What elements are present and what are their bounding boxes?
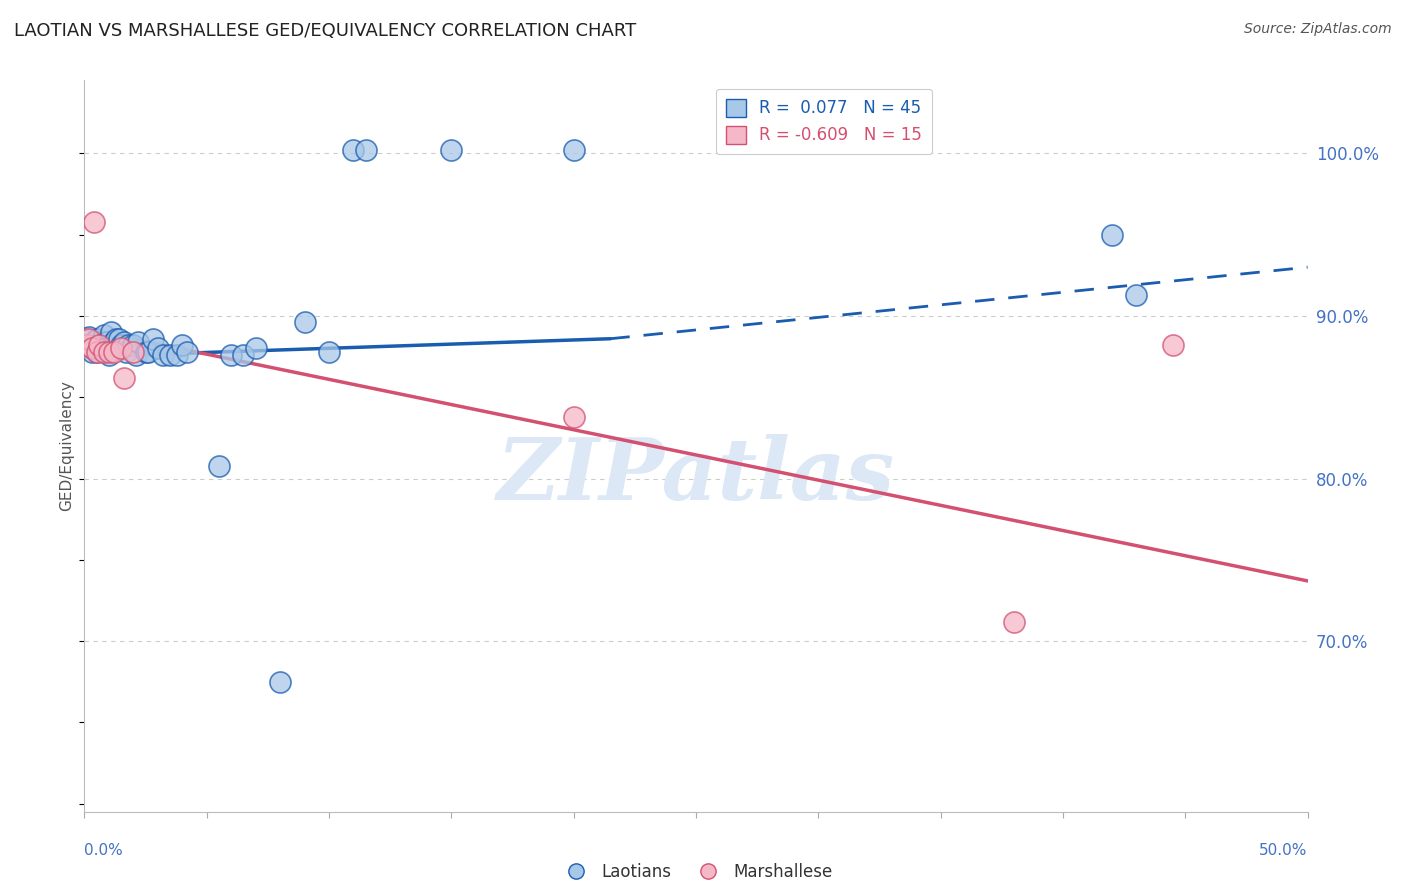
Point — [112, 334, 135, 349]
Legend: Laotians, Marshallese: Laotians, Marshallese — [553, 856, 839, 888]
Point — [232, 348, 254, 362]
Point — [1161, 338, 1184, 352]
Point — [103, 334, 125, 349]
Point — [86, 344, 108, 359]
Point — [110, 342, 132, 356]
Text: ZIPatlas: ZIPatlas — [496, 434, 896, 517]
Point — [135, 344, 157, 359]
Point — [80, 344, 103, 359]
Point — [159, 348, 181, 362]
Point — [80, 342, 103, 356]
Point — [245, 342, 267, 356]
Point — [96, 334, 118, 349]
Text: LAOTIAN VS MARSHALLESE GED/EQUIVALENCY CORRELATION CHART: LAOTIAN VS MARSHALLESE GED/EQUIVALENCY C… — [14, 22, 637, 40]
Point — [83, 334, 105, 349]
Point — [87, 338, 110, 352]
Point — [110, 338, 132, 352]
Point — [440, 143, 463, 157]
Point — [86, 332, 108, 346]
Point — [342, 143, 364, 157]
Point — [117, 338, 139, 352]
Point — [294, 316, 316, 330]
Point — [83, 215, 105, 229]
Point — [86, 344, 108, 359]
Point — [122, 344, 145, 359]
Point — [115, 344, 138, 359]
Point — [166, 348, 188, 362]
Point — [562, 143, 585, 157]
Y-axis label: GED/Equivalency: GED/Equivalency — [59, 381, 75, 511]
Point — [152, 348, 174, 362]
Point — [77, 330, 100, 344]
Point — [1101, 227, 1123, 242]
Point — [76, 338, 98, 352]
Point — [1125, 288, 1147, 302]
Point — [77, 332, 100, 346]
Point — [172, 338, 194, 352]
Point — [208, 458, 231, 473]
Point — [269, 674, 291, 689]
Point — [112, 370, 135, 384]
Point — [105, 332, 128, 346]
Point — [100, 325, 122, 339]
Point — [122, 338, 145, 352]
Point — [97, 344, 120, 359]
Point — [87, 338, 110, 352]
Point — [562, 409, 585, 424]
Point — [354, 143, 377, 157]
Text: 0.0%: 0.0% — [84, 843, 124, 858]
Point — [90, 334, 112, 349]
Point — [97, 348, 120, 362]
Point — [125, 348, 148, 362]
Point — [76, 338, 98, 352]
Point — [107, 332, 129, 346]
Text: 50.0%: 50.0% — [1260, 843, 1308, 858]
Point — [1002, 615, 1025, 629]
Point — [127, 334, 149, 349]
Text: Source: ZipAtlas.com: Source: ZipAtlas.com — [1244, 22, 1392, 37]
Point — [146, 342, 169, 356]
Point — [103, 344, 125, 359]
Point — [176, 344, 198, 359]
Point — [142, 332, 165, 346]
Point — [93, 328, 115, 343]
Point — [318, 344, 340, 359]
Point — [97, 338, 120, 352]
Point — [136, 344, 159, 359]
Point — [219, 348, 242, 362]
Point — [93, 344, 115, 359]
